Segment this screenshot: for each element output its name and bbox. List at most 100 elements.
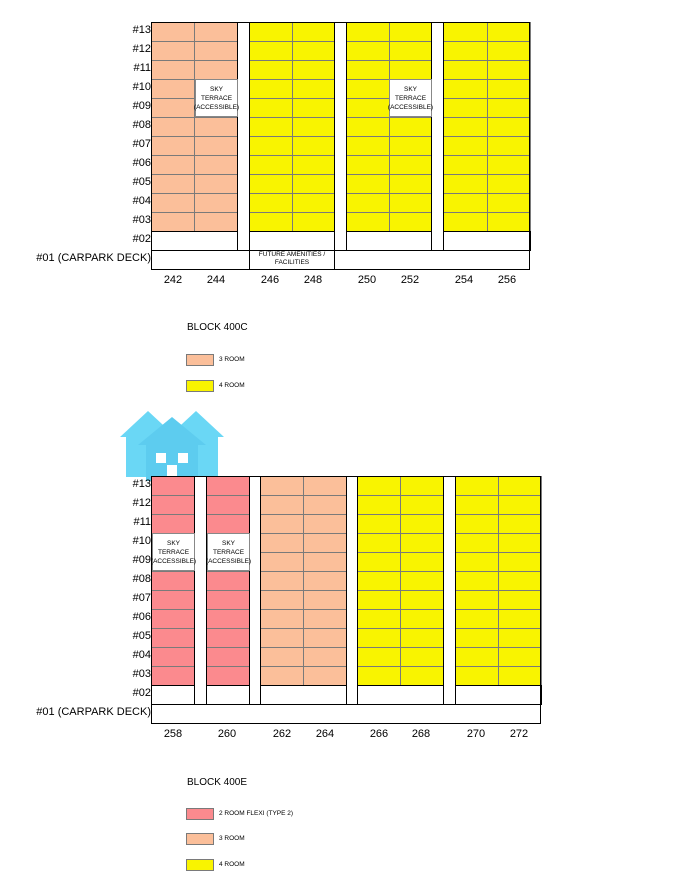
unit-number: 258	[163, 728, 183, 740]
unit-cell	[292, 174, 336, 194]
legend-label-3-room: 3 ROOM	[219, 835, 245, 842]
unit-cell	[346, 41, 390, 61]
unit-cell	[292, 60, 336, 80]
unit-cell	[389, 193, 433, 213]
unit-cell	[206, 647, 250, 667]
unit-cell	[260, 552, 304, 572]
unit-cell	[151, 41, 195, 61]
floor-label: #05	[132, 630, 151, 642]
unit-cell	[357, 628, 401, 648]
unit-cell	[455, 647, 499, 667]
legend-swatch-3-room	[186, 833, 214, 845]
unit-cell	[400, 590, 444, 610]
unit-cell	[346, 155, 390, 175]
unit-number: 242	[163, 274, 183, 286]
unit-cell	[151, 571, 195, 591]
unit-cell	[346, 98, 390, 118]
unit-cell	[249, 60, 293, 80]
unit-cell	[194, 136, 238, 156]
unit-cell	[303, 647, 347, 667]
unit-cell	[486, 155, 531, 175]
stack-gap	[443, 476, 456, 705]
unit-cell	[400, 628, 444, 648]
floor-label: #10	[132, 535, 151, 547]
unit-cell	[498, 590, 542, 610]
legend-swatch-2-room-flexi	[186, 808, 214, 820]
unit-cell	[206, 495, 250, 515]
unit-cell	[151, 22, 195, 42]
unit-cell	[260, 514, 304, 534]
unit-cell	[249, 22, 293, 42]
unit-cell	[303, 628, 347, 648]
unit-cell	[249, 98, 293, 118]
unit-number: 272	[509, 728, 529, 740]
unit-cell	[498, 552, 542, 572]
floor-label: #04	[132, 649, 151, 661]
unit-cell	[206, 590, 250, 610]
unit-number: 254	[454, 274, 474, 286]
floor-02-void	[443, 231, 531, 251]
unit-number: 252	[400, 274, 420, 286]
stack-gap	[431, 22, 444, 251]
unit-cell	[498, 609, 542, 629]
unit-cell	[249, 174, 293, 194]
unit-cell	[346, 174, 390, 194]
unit-number: 270	[466, 728, 486, 740]
unit-cell	[194, 155, 238, 175]
unit-cell	[389, 155, 433, 175]
unit-cell	[292, 98, 336, 118]
unit-number: 250	[357, 274, 377, 286]
carpark-deck-row	[151, 250, 530, 270]
unit-cell	[357, 495, 401, 515]
floor-label: #02	[132, 233, 151, 245]
unit-cell	[389, 41, 433, 61]
unit-cell	[292, 22, 336, 42]
floor-02-void	[206, 685, 250, 705]
carpark-divider	[249, 250, 250, 270]
unit-cell	[151, 495, 195, 515]
floor-label: #07	[132, 138, 151, 150]
unit-cell	[346, 212, 390, 232]
future-amenities-label: FUTURE AMENITIES / FACILITIES	[258, 251, 326, 266]
unit-cell	[455, 533, 499, 553]
unit-cell	[151, 514, 195, 534]
unit-cell	[292, 117, 336, 137]
unit-cell	[249, 117, 293, 137]
floor-label: #13	[132, 478, 151, 490]
unit-cell	[389, 212, 433, 232]
unit-cell	[357, 571, 401, 591]
unit-cell	[249, 193, 293, 213]
floor-label: #03	[132, 214, 151, 226]
unit-cell	[151, 590, 195, 610]
unit-number: 264	[315, 728, 335, 740]
unit-cell	[260, 476, 304, 496]
unit-cell	[389, 60, 433, 80]
unit-cell	[303, 552, 347, 572]
unit-cell	[206, 571, 250, 591]
unit-cell	[486, 117, 531, 137]
stack-gap	[194, 476, 207, 705]
unit-cell	[357, 666, 401, 686]
unit-cell	[151, 212, 195, 232]
unit-cell	[346, 193, 390, 213]
unit-cell	[357, 533, 401, 553]
unit-cell	[260, 590, 304, 610]
floor-label: #07	[132, 592, 151, 604]
floor-label: #09	[132, 554, 151, 566]
legend-swatch-4-room	[186, 859, 214, 871]
carpark-deck-row	[151, 704, 541, 724]
unit-cell	[260, 571, 304, 591]
unit-cell	[206, 628, 250, 648]
unit-cell	[151, 117, 195, 137]
unit-cell	[498, 495, 542, 515]
unit-cell	[303, 476, 347, 496]
legend-label-4-room: 4 ROOM	[219, 861, 245, 868]
unit-cell	[455, 590, 499, 610]
unit-cell	[443, 193, 488, 213]
unit-cell	[260, 666, 304, 686]
floor-02-void	[346, 231, 433, 251]
unit-cell	[389, 117, 433, 137]
unit-cell	[194, 60, 238, 80]
unit-number: 246	[260, 274, 280, 286]
unit-cell	[303, 514, 347, 534]
